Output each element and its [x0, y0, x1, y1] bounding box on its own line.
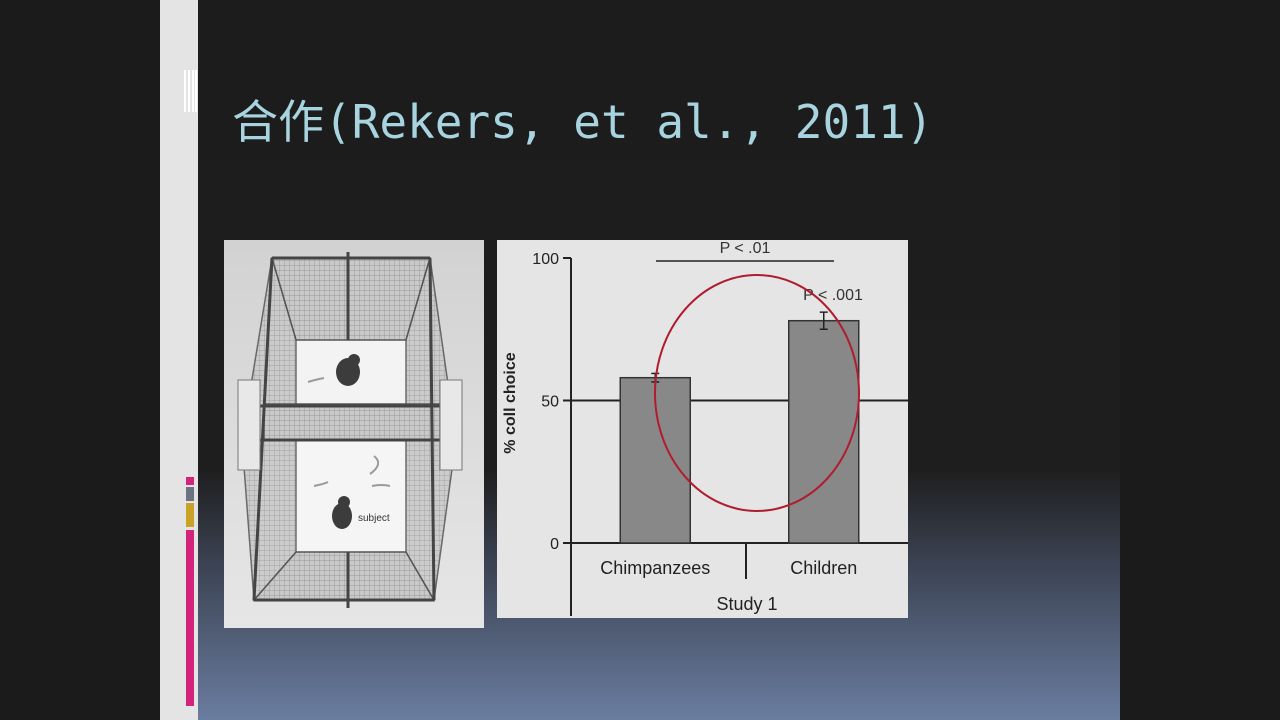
highlight-circle	[654, 274, 860, 512]
x-axis-label: Study 1	[716, 594, 777, 614]
enclosure-photo: subject	[224, 240, 484, 628]
accent-bar-gold	[186, 503, 194, 527]
error-bar	[819, 311, 828, 330]
y-tick-label: 50	[541, 394, 559, 411]
accent-bar-gray	[186, 487, 194, 501]
bar-chimpanzees	[619, 376, 691, 544]
significance-label-main: P < .01	[720, 240, 771, 257]
bar-children	[788, 319, 860, 544]
bar-chart: 0 50 100 Chimpanzees Children P < .01 P < .…	[497, 240, 908, 618]
decorative-lines	[182, 70, 198, 112]
y-tick-label: 100	[532, 251, 559, 268]
x-tick-label: Children	[790, 558, 857, 578]
y-tick-label: 0	[550, 536, 559, 553]
significance-label-children: P < .001	[803, 287, 863, 304]
accent-bar-magenta-small	[186, 477, 194, 485]
accent-bar-magenta	[186, 530, 194, 706]
slide: 合作(Rekers, et al., 2011)	[160, 0, 1120, 720]
slide-title: 合作(Rekers, et al., 2011)	[232, 95, 934, 149]
subject-label: subject	[358, 513, 390, 524]
x-tick-label: Chimpanzees	[600, 558, 710, 578]
y-axis-label: % coll choice	[502, 352, 519, 453]
